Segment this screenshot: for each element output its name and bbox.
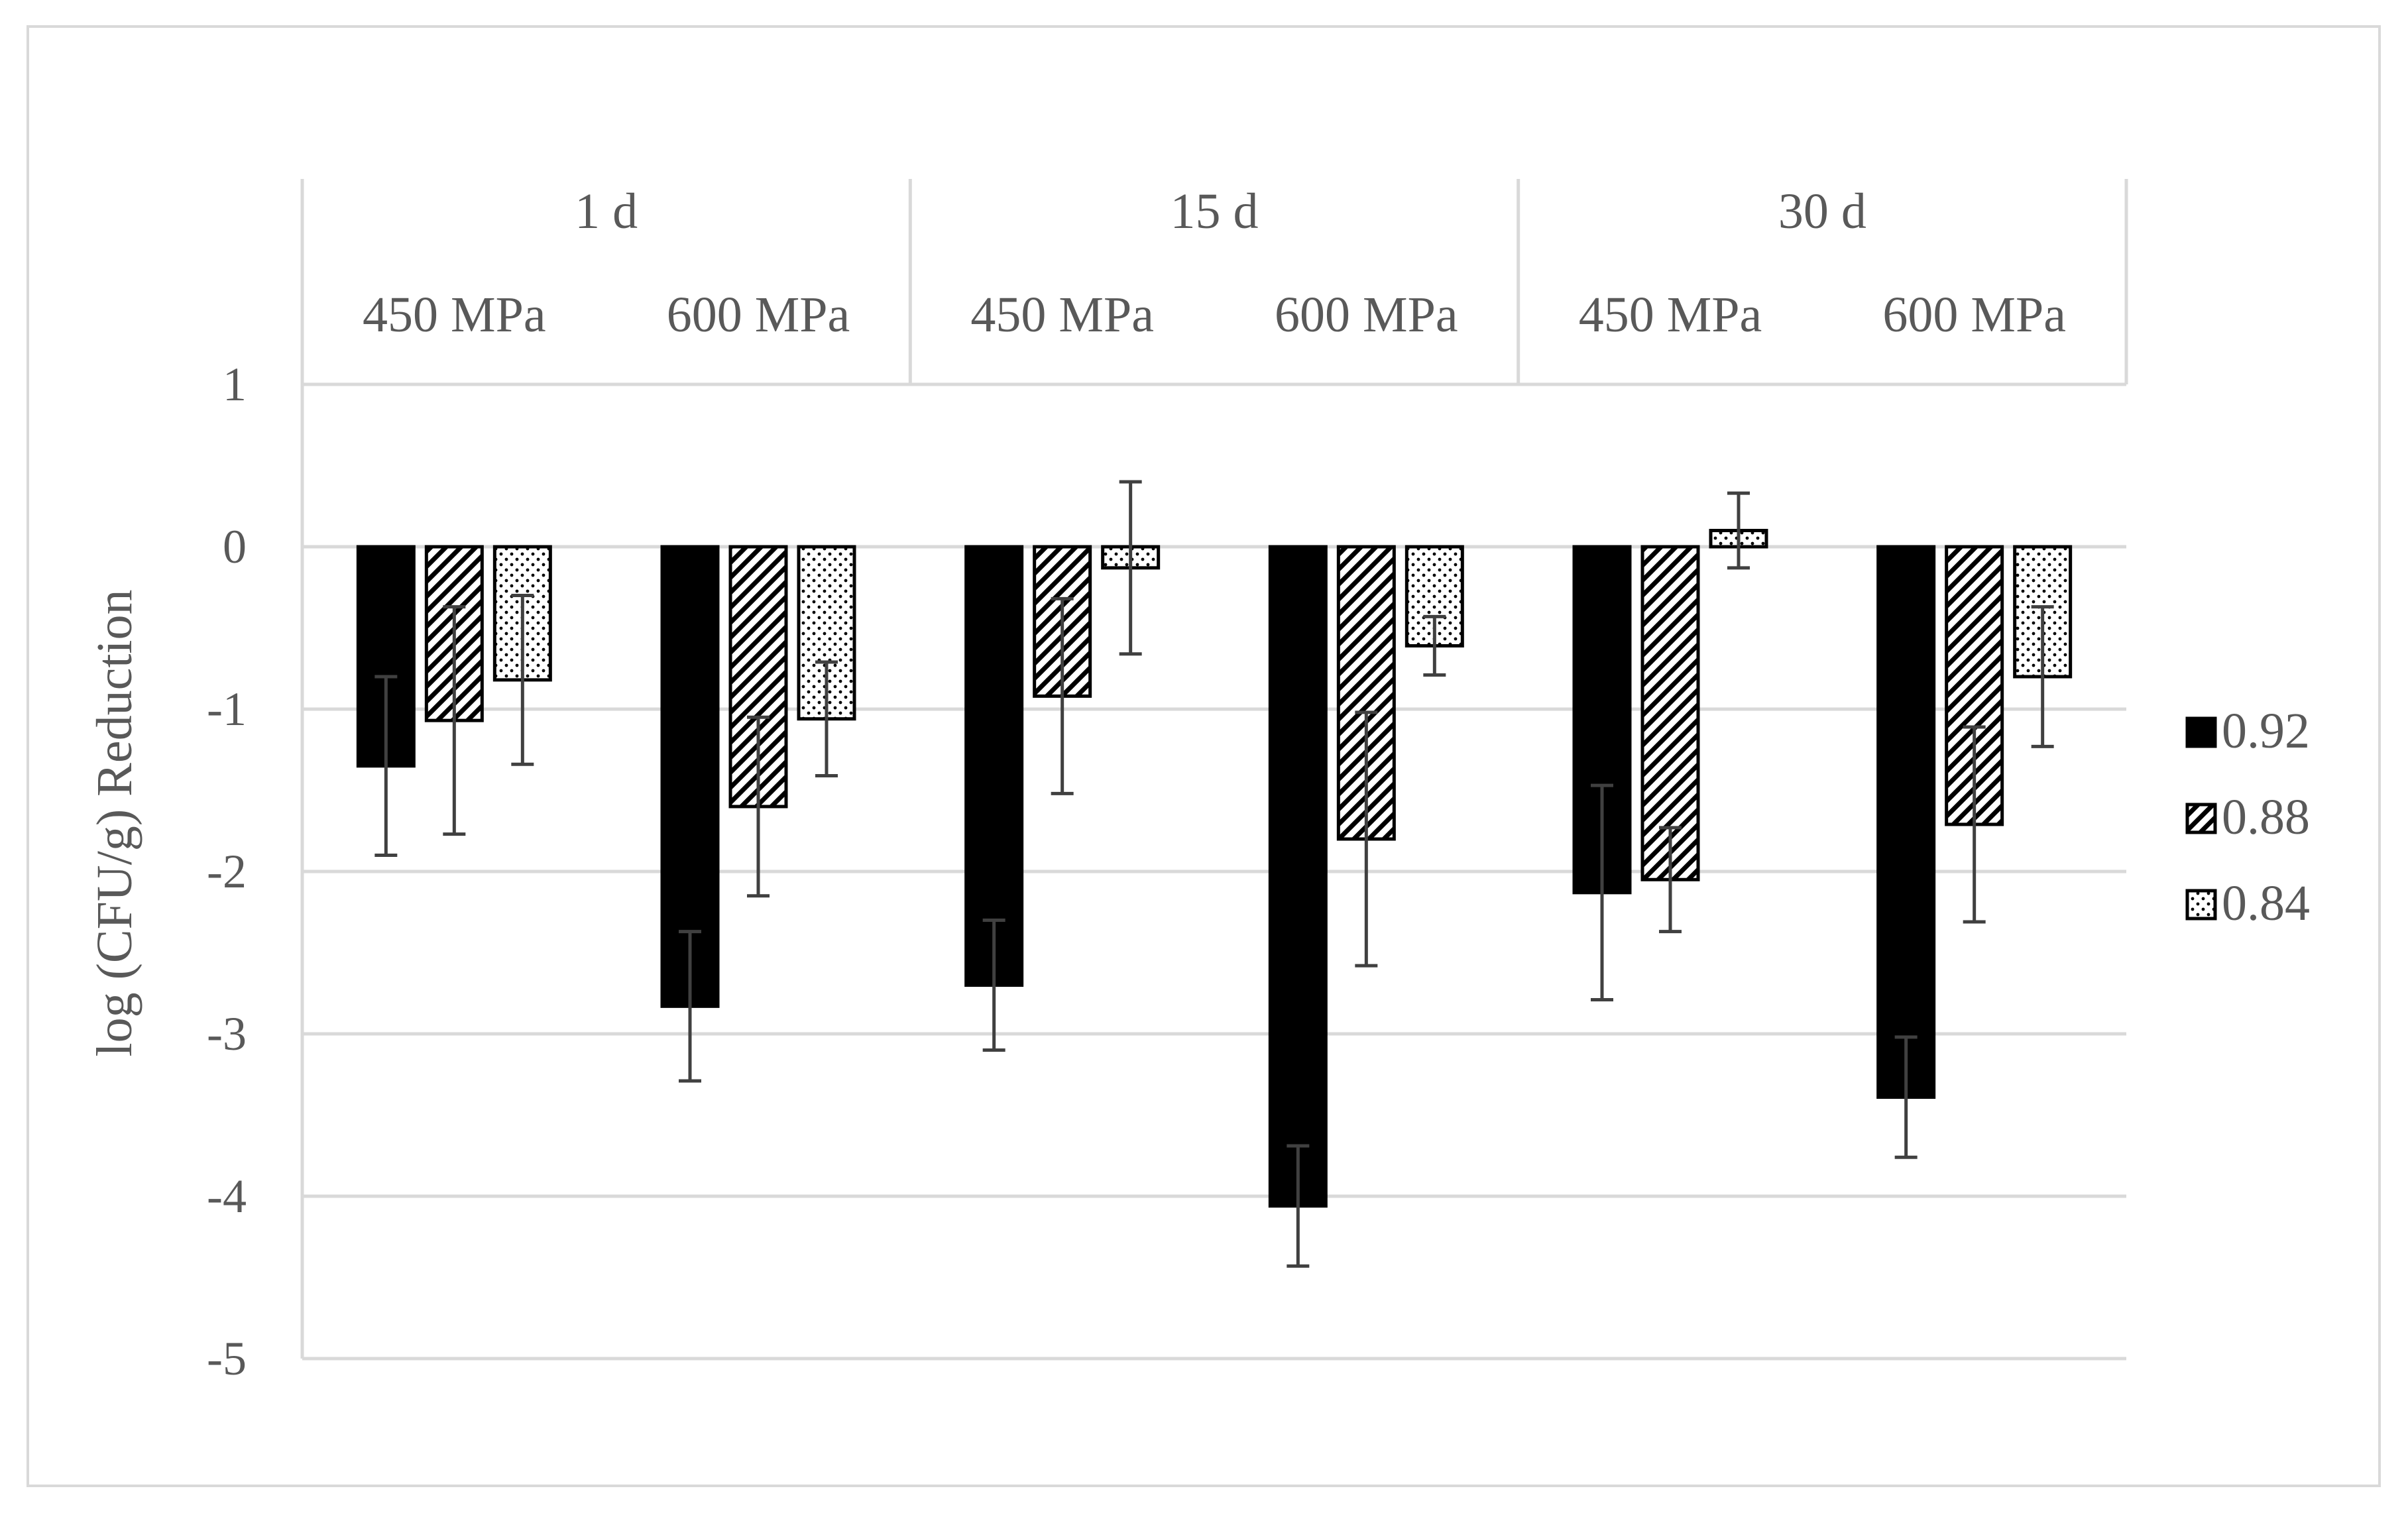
y-tick-label: 1 — [223, 358, 247, 411]
group-label: 1 d — [575, 184, 638, 239]
legend-swatch — [2185, 889, 2217, 921]
y-tick-label: -1 — [207, 683, 247, 736]
y-axis-title: log (CFU/g) Reduction — [87, 589, 143, 1056]
subgroup-label: 450 MPa — [1579, 287, 1762, 343]
y-tick-label: -3 — [207, 1007, 247, 1060]
subgroup-label: 450 MPa — [363, 287, 546, 343]
group-label: 15 d — [1171, 184, 1259, 239]
legend-label: 0.88 — [2222, 789, 2310, 845]
legend-swatch — [2185, 716, 2217, 748]
group-label: 30 d — [1778, 184, 1866, 239]
bar — [964, 545, 1024, 987]
legend-label: 0.92 — [2222, 703, 2310, 759]
subgroup-label: 600 MPa — [667, 287, 850, 343]
bar — [1876, 545, 1936, 1099]
y-tick-label: -4 — [207, 1170, 247, 1223]
y-tick-label: -2 — [207, 845, 247, 898]
y-tick-label: -5 — [207, 1332, 247, 1385]
subgroup-label: 600 MPa — [1882, 287, 2066, 343]
subgroup-label: 450 MPa — [970, 287, 1154, 343]
bar — [1268, 545, 1328, 1208]
legend-swatch — [2185, 803, 2217, 834]
y-tick-label: 0 — [223, 520, 247, 573]
legend-label: 0.84 — [2222, 875, 2310, 931]
subgroup-label: 600 MPa — [1275, 287, 1458, 343]
bar — [1640, 545, 1700, 881]
